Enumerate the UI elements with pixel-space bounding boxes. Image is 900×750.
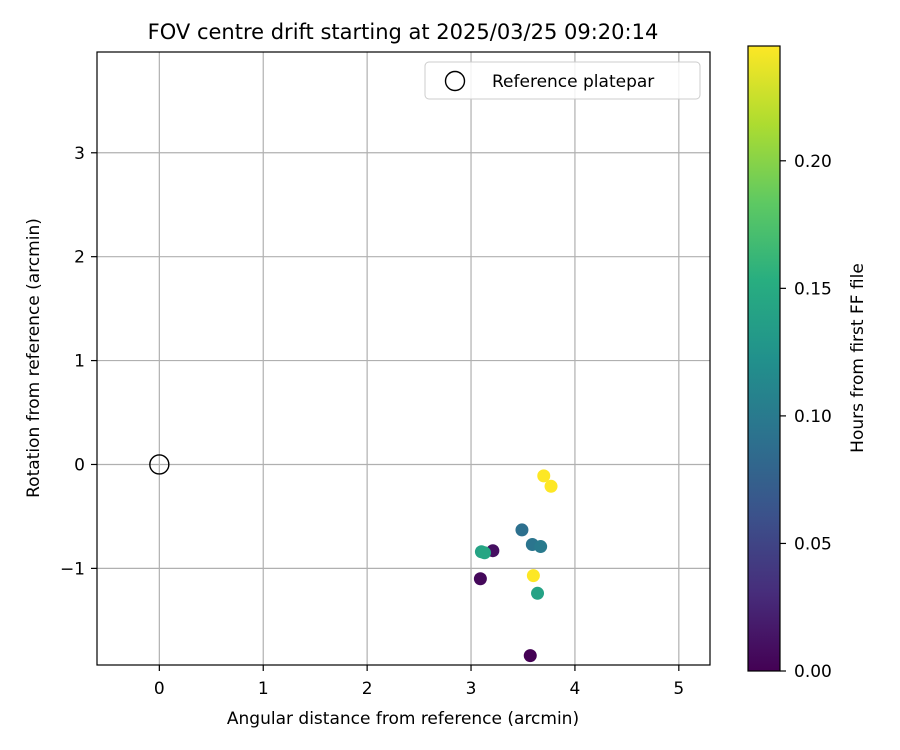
chart-title: FOV centre drift starting at 2025/03/25 … [148,20,659,44]
legend-box [424,61,701,100]
colorbar-tick-label: 0.05 [794,534,832,554]
reference-platepar-marker [149,454,170,475]
data-point [534,540,548,554]
x-tick-label: 1 [258,679,269,699]
legend-marker-icon [444,70,466,92]
data-point [544,479,558,493]
legend-entry-reference: Reference platepar [492,72,654,92]
x-tick-label: 2 [362,679,373,699]
y-tick-label: 0 [74,455,85,475]
data-point [531,586,545,600]
x-tick-label: 4 [570,679,581,699]
colorbar: 0.00 0.05 0.10 0.15 0.20 Hours from first FF… [747,45,868,682]
x-tick-label: 3 [466,679,477,699]
colorbar-ticks: 0.00 0.05 0.10 0.15 0.20 [780,152,832,682]
data-point [523,649,537,663]
y-tick-label: 2 [74,248,85,268]
data-point [515,523,529,537]
y-tick-label: −1 [60,559,85,579]
y-axis-label: Rotation from reference (arcmin) [24,218,44,498]
x-axis-label: Angular distance from reference (arcmin) [227,709,579,729]
reference-layer [149,454,170,475]
data-point [478,546,492,560]
colorbar-label: Hours from first FF file [848,263,868,453]
y-axis-ticks: −1 0 1 2 3 [60,144,97,579]
colorbar-gradient [747,45,781,672]
data-point [526,569,540,583]
data-point [537,469,551,483]
legend: Reference platepar [424,61,701,100]
plot-frame [96,51,711,666]
data-points [473,469,558,663]
colorbar-tick-label: 0.00 [794,662,832,682]
colorbar-tick-label: 0.20 [794,152,832,172]
x-axis-ticks: 0 1 2 3 4 5 [154,665,684,699]
data-point [473,572,487,586]
x-tick-label: 0 [154,679,165,699]
colorbar-tick-label: 0.10 [794,407,832,427]
x-tick-label: 5 [673,679,684,699]
y-tick-label: 3 [74,144,85,164]
y-tick-label: 1 [74,352,85,372]
colorbar-tick-label: 0.15 [794,279,832,299]
grid [97,52,710,665]
